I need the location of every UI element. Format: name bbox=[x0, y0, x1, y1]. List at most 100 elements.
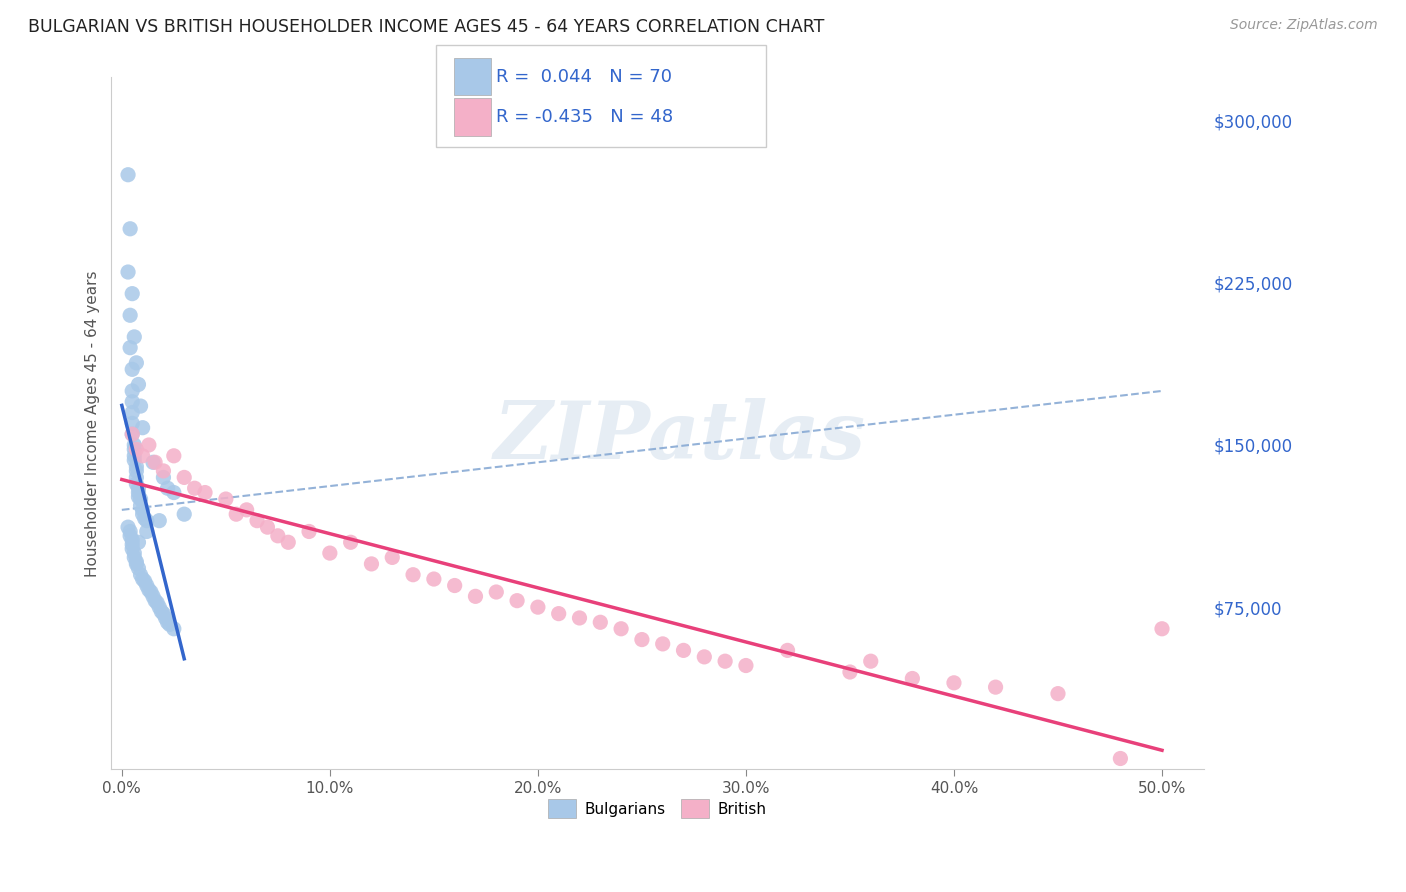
Point bbox=[125, 356, 148, 370]
Point bbox=[125, 476, 148, 491]
Point bbox=[163, 622, 186, 636]
Point bbox=[183, 481, 205, 495]
Point bbox=[194, 485, 217, 500]
Point bbox=[135, 524, 157, 539]
Point bbox=[146, 596, 169, 610]
Point bbox=[121, 417, 143, 431]
Point bbox=[120, 341, 142, 355]
Text: Source: ZipAtlas.com: Source: ZipAtlas.com bbox=[1230, 18, 1378, 32]
Point bbox=[423, 572, 446, 586]
Point bbox=[589, 615, 612, 630]
Point bbox=[163, 449, 186, 463]
Point bbox=[120, 308, 142, 322]
Point bbox=[267, 529, 290, 543]
Point bbox=[120, 221, 142, 235]
Point bbox=[173, 470, 195, 484]
Point bbox=[1046, 687, 1069, 701]
Point bbox=[121, 384, 143, 398]
Point bbox=[225, 507, 247, 521]
Point bbox=[138, 438, 160, 452]
Point bbox=[131, 420, 153, 434]
Point bbox=[129, 491, 152, 506]
Point bbox=[339, 535, 361, 549]
Point bbox=[693, 649, 716, 664]
Point bbox=[124, 550, 146, 565]
Point bbox=[129, 399, 152, 413]
Point bbox=[124, 453, 146, 467]
Point bbox=[148, 600, 170, 615]
Point bbox=[134, 511, 156, 525]
Point bbox=[131, 572, 153, 586]
Point bbox=[135, 514, 157, 528]
Point bbox=[277, 535, 299, 549]
Point bbox=[156, 615, 179, 630]
Point bbox=[125, 555, 148, 569]
Point bbox=[131, 449, 153, 463]
Point bbox=[942, 675, 965, 690]
Point bbox=[651, 637, 673, 651]
Point bbox=[142, 455, 165, 469]
Point bbox=[672, 643, 695, 657]
Point bbox=[631, 632, 654, 647]
Point bbox=[127, 377, 149, 392]
Point bbox=[127, 481, 149, 495]
Point bbox=[117, 168, 139, 182]
Point bbox=[246, 514, 269, 528]
Point bbox=[121, 541, 143, 556]
Point bbox=[152, 464, 174, 478]
Point bbox=[121, 533, 143, 548]
Point bbox=[547, 607, 569, 621]
Point bbox=[127, 485, 149, 500]
Point bbox=[155, 611, 177, 625]
Point bbox=[256, 520, 278, 534]
Point bbox=[156, 481, 179, 495]
Point bbox=[163, 485, 186, 500]
Point bbox=[839, 665, 862, 679]
Point bbox=[131, 503, 153, 517]
Point bbox=[125, 557, 148, 571]
Point bbox=[360, 557, 382, 571]
Point bbox=[120, 529, 142, 543]
Point bbox=[984, 680, 1007, 694]
Point bbox=[143, 455, 166, 469]
Text: R =  0.044   N = 70: R = 0.044 N = 70 bbox=[496, 68, 672, 86]
Point bbox=[901, 672, 924, 686]
Point bbox=[139, 585, 162, 599]
Point bbox=[125, 459, 148, 474]
Point bbox=[124, 449, 146, 463]
Text: BULGARIAN VS BRITISH HOUSEHOLDER INCOME AGES 45 - 64 YEARS CORRELATION CHART: BULGARIAN VS BRITISH HOUSEHOLDER INCOME … bbox=[28, 18, 824, 36]
Point bbox=[124, 546, 146, 560]
Point bbox=[117, 265, 139, 279]
Point bbox=[124, 442, 146, 457]
Point bbox=[121, 286, 143, 301]
Point bbox=[215, 491, 238, 506]
Point bbox=[150, 605, 173, 619]
Point bbox=[735, 658, 758, 673]
Point bbox=[117, 520, 139, 534]
Point bbox=[159, 617, 181, 632]
Point bbox=[381, 550, 404, 565]
Point bbox=[121, 427, 143, 442]
Point bbox=[124, 330, 146, 344]
Point bbox=[485, 585, 508, 599]
Point bbox=[121, 406, 143, 420]
Legend: Bulgarians, British: Bulgarians, British bbox=[543, 793, 773, 824]
Point bbox=[235, 503, 257, 517]
Point bbox=[124, 438, 146, 452]
Point bbox=[152, 470, 174, 484]
Point bbox=[527, 600, 550, 615]
Point bbox=[319, 546, 342, 560]
Point bbox=[127, 561, 149, 575]
Point bbox=[152, 607, 174, 621]
Point bbox=[610, 622, 633, 636]
Point bbox=[859, 654, 882, 668]
Point bbox=[1150, 622, 1173, 636]
Point bbox=[135, 578, 157, 592]
Point bbox=[121, 362, 143, 376]
Point bbox=[125, 464, 148, 478]
Point bbox=[125, 470, 148, 484]
Point bbox=[129, 567, 152, 582]
Point bbox=[714, 654, 737, 668]
Point bbox=[127, 535, 149, 549]
Point bbox=[129, 499, 152, 513]
